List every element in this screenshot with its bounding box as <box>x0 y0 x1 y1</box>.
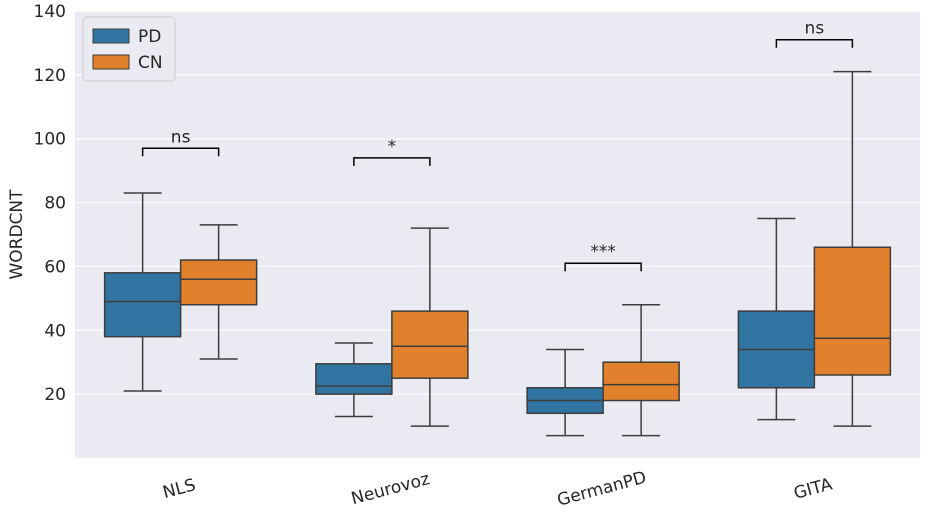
box-body <box>315 363 393 395</box>
legend-label: CN <box>138 53 163 73</box>
box-pd-gita <box>737 217 816 421</box>
category-label-gita: GITA <box>792 474 835 503</box>
y-tick-label: 40 <box>44 321 66 341</box>
legend-label: PD <box>138 27 161 47</box>
significance-bracket <box>353 157 431 166</box>
box-body <box>179 259 258 306</box>
legend-swatch <box>92 28 130 44</box>
box-cn-nls <box>179 224 258 360</box>
box-body <box>103 272 182 338</box>
significance-label: * <box>388 137 397 157</box>
plot-area <box>75 11 920 458</box>
significance-label: ns <box>805 19 825 39</box>
significance-bracket <box>564 262 642 272</box>
box-body <box>391 310 469 379</box>
y-tick-label: 60 <box>44 257 66 277</box>
y-tick-label: 140 <box>34 2 66 22</box>
y-axis-ticks: 20 40 60 80 100 120 140 <box>34 2 66 405</box>
box-series <box>103 70 892 437</box>
box-pd-neurovoz <box>315 342 393 418</box>
y-tick-label: 80 <box>44 194 66 214</box>
y-axis-label: WORDCNT <box>7 189 27 280</box>
significance-label: *** <box>590 242 616 262</box>
category-label-neurovoz: Neurovoz <box>349 469 432 509</box>
box-pd-germanpd <box>526 348 604 437</box>
y-tick-label: 120 <box>34 66 66 86</box>
box-cn-germanpd <box>602 303 680 437</box>
box-body <box>813 246 892 376</box>
significance-label: ns <box>171 127 191 147</box>
box-pd-nls <box>103 192 182 392</box>
box-cn-gita <box>813 70 892 427</box>
box-cn-neurovoz <box>391 227 469 427</box>
category-label-nls: NLS <box>161 475 198 503</box>
significance-annotations: ns ****ns <box>141 19 854 272</box>
y-tick-label: 20 <box>44 385 66 405</box>
category-label-germanpd: GermanPD <box>555 468 648 511</box>
y-tick-label: 100 <box>34 130 66 150</box>
significance-bracket <box>141 147 220 157</box>
legend-entry-cn[interactable]: CN <box>92 53 163 73</box>
box-body <box>602 361 680 402</box>
legend[interactable]: PD CN <box>82 16 176 82</box>
significance-bracket <box>775 38 854 48</box>
legend-entry-pd[interactable]: PD <box>92 27 161 47</box>
legend-swatch <box>92 54 130 70</box>
x-axis-category-labels: NLS Neurovoz GermanPD GITA <box>161 468 835 511</box>
